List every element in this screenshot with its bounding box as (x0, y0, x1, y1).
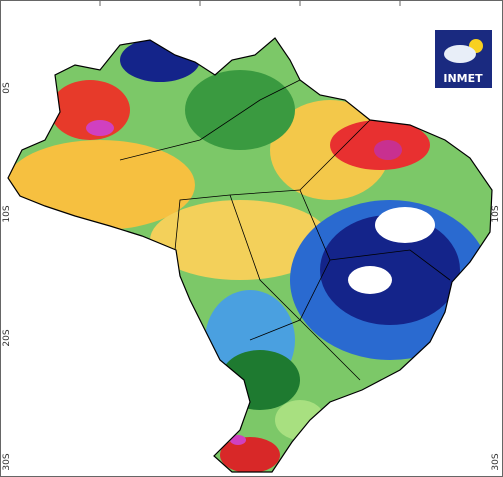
logo-cloud (444, 45, 476, 63)
latitude-label: 10S (2, 205, 12, 222)
latitude-labels: 0S 10S 20S 30S 10S 30S (2, 82, 501, 471)
state-borders (119, 79, 451, 381)
latitude-label: 20S (2, 329, 12, 346)
latitude-label: 30S (491, 453, 501, 470)
logo-text: INMET (443, 72, 483, 85)
latitude-label: 0S (2, 82, 12, 94)
ticks (99, 0, 401, 6)
logo: INMET (435, 30, 492, 88)
latitude-label: 30S (2, 453, 12, 470)
country-border (7, 37, 493, 473)
latitude-label: 10S (491, 205, 501, 222)
